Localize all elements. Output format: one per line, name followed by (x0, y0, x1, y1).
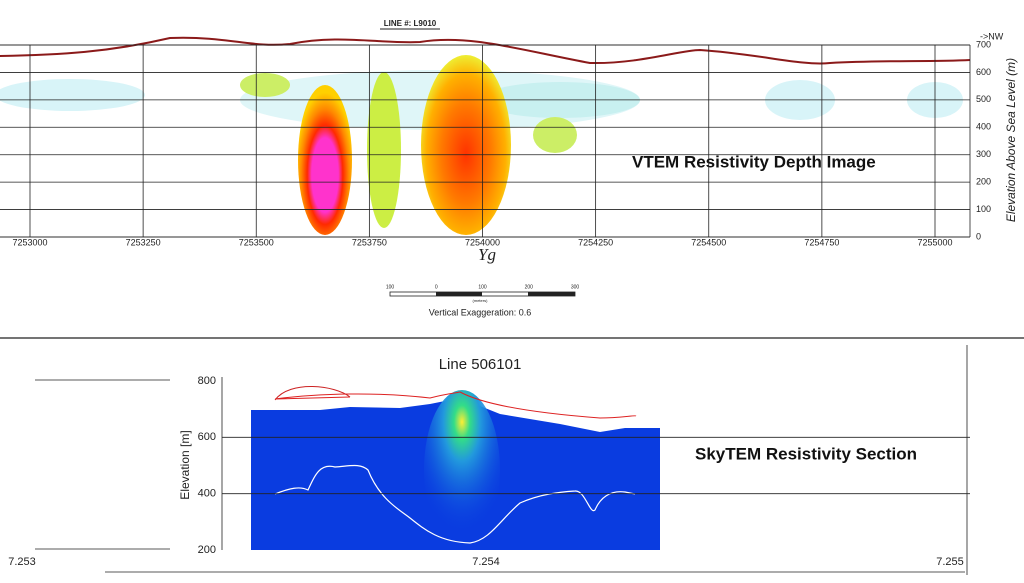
x-tick-label: 7254000 (465, 237, 500, 247)
elevation-profile (0, 36, 971, 65)
x-tick-label: 7.254 (472, 556, 500, 568)
x-tick-label: 7253250 (126, 237, 161, 247)
y-axis-title: Elevation Above Sea Level (m) (1004, 58, 1018, 222)
y-tick-label: 0 (976, 231, 981, 241)
y-tick-label: 400 (976, 122, 991, 132)
scale-bar (389, 291, 576, 297)
x-tick-label: 7253750 (352, 237, 387, 247)
bottom-title: Line 506101 (439, 356, 522, 373)
scale-label: 300 (571, 284, 580, 290)
x-tick-label: 7254750 (804, 237, 839, 247)
annotation: VTEM Resistivity Depth Image (632, 152, 876, 171)
y-tick-label: 600 (976, 67, 991, 77)
scale-unit: (meters) (473, 298, 489, 303)
y-tick-label: 200 (976, 177, 991, 187)
surface-line (274, 391, 637, 419)
scale-label: 100 (478, 284, 487, 290)
y-tick-label: 700 (976, 39, 991, 49)
direction-label: ->NW (980, 31, 1004, 41)
x-tick-label: 7254500 (691, 237, 726, 247)
bottom-annotation: SkyTEM Resistivity Section (695, 444, 917, 463)
y-tick-label: 400 (198, 488, 216, 500)
x-tick-label: 7.255 (936, 556, 964, 568)
scale-label: 200 (525, 284, 534, 290)
x-tick-label: 7253000 (12, 237, 47, 247)
depth-contour (274, 464, 636, 544)
x-tick-label: 7.253 (8, 556, 36, 568)
bottom-y-axis-title: Elevation [m] (178, 430, 192, 499)
anomaly (424, 390, 500, 550)
x-tick-label: 7255000 (917, 237, 952, 247)
scale-label: 0 (435, 284, 438, 290)
y-tick-label: 200 (198, 544, 216, 556)
y-tick-label: 300 (976, 149, 991, 159)
y-tick-label: 800 (198, 375, 216, 387)
y-tick-label: 100 (976, 204, 991, 214)
x-tick-label: 7254250 (578, 237, 613, 247)
marker: Yg (478, 245, 496, 264)
x-tick-label: 7253500 (239, 237, 274, 247)
scale-caption: Vertical Exaggeration: 0.6 (429, 307, 532, 317)
y-tick-label: 500 (976, 94, 991, 104)
scale-label: 100 (386, 284, 395, 290)
vtem-image (0, 55, 963, 235)
line-label: LINE #: L9010 (384, 19, 437, 28)
y-tick-label: 600 (198, 431, 216, 443)
